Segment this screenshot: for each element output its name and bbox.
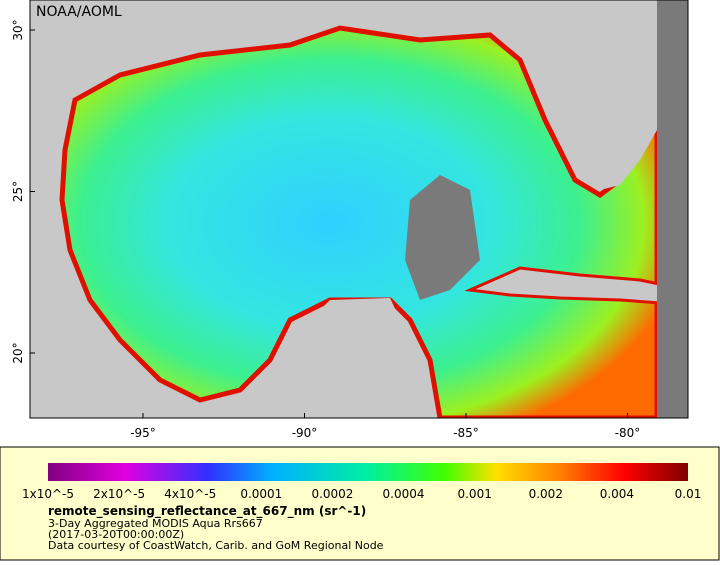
variable: remote_sensing_reflectance_at_667_nm (sr… — [48, 504, 366, 519]
lon-axis: -95° -90° -85° -80° — [130, 413, 640, 440]
colorbar-label: 4x10^-5 — [164, 487, 216, 501]
lat-label: 20° — [11, 342, 25, 363]
lon-label: -85° — [453, 426, 479, 440]
description: (2017-03-20T00:00:00Z) — [48, 528, 184, 541]
colorbar — [48, 463, 688, 481]
lat-label: 30° — [11, 19, 25, 40]
description: Data courtesy of CoastWatch, Carib. and … — [48, 539, 384, 552]
lon-label: -95° — [130, 426, 156, 440]
yucatan — [290, 298, 405, 418]
no-data — [405, 175, 480, 300]
credit: NOAA/AOML — [36, 4, 122, 20]
florida — [545, 40, 657, 190]
lon-label: -90° — [292, 426, 318, 440]
colorbar-labels: 1x10^-5 2x10^-5 4x10^-5 0.0001 0.0002 0.0004 0… — [22, 487, 701, 501]
colorbar-label: 0.004 — [600, 487, 634, 501]
colorbar-label: 1x10^-5 — [22, 487, 74, 501]
map-frame — [29, 0, 689, 419]
colorbar-label: 0.01 — [675, 487, 702, 501]
colorbar-label: 0.001 — [457, 487, 491, 501]
lat-axis: 30° 25° 20° — [11, 19, 35, 364]
colorbar-label: 0.002 — [529, 487, 563, 501]
map-area — [30, 0, 688, 418]
lat-label: 25° — [11, 181, 25, 202]
colorbar-label: 0.0002 — [311, 487, 353, 501]
description: 3-Day Aggregated MODIS Aqua Rrs667 — [48, 517, 263, 530]
cuba — [464, 266, 688, 307]
colorbar-label: 2x10^-5 — [93, 487, 145, 501]
no-data-strip — [657, 0, 688, 418]
colorbar-label: 0.0004 — [383, 487, 425, 501]
gulf-water — [59, 25, 660, 418]
colorbar-label: 0.0001 — [240, 487, 282, 501]
lon-label: -80° — [615, 426, 641, 440]
